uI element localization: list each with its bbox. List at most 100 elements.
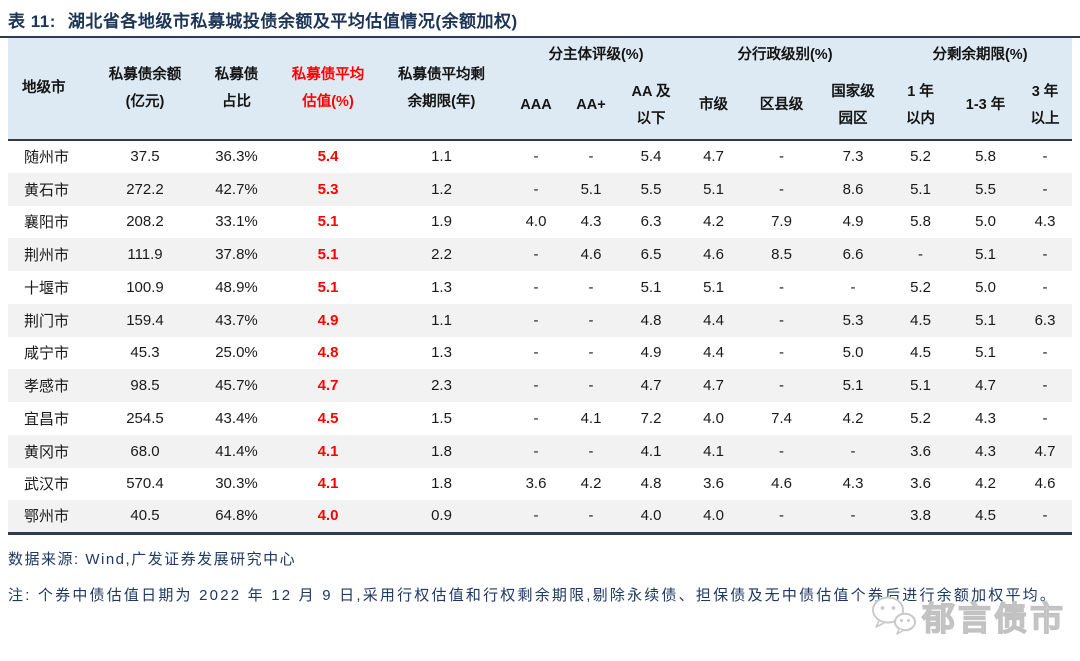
col-header-balance: 私募债余额 (亿元) [100,38,190,141]
value-cell: 45.7% [215,377,258,395]
value-cell: - [588,278,594,296]
value-cell: 4.9 [317,311,339,329]
value-cell: - [779,278,784,296]
city-cell: 武汉市 [24,476,70,494]
value-cell: 5.1 [317,213,339,231]
value-cell: 8.5 [771,246,792,264]
value-cell: - [533,278,539,296]
sub-header-1-3y: 1-3 年 [953,72,1018,141]
value-cell: 159.4 [126,311,164,329]
title-rule [0,36,1080,38]
value-cell: 4.0 [525,213,547,231]
footnote: 注: 个券中债估值日期为 2022 年 12 月 9 日,采用行权估值和行权剩余… [8,586,1058,604]
value-cell: 4.8 [640,311,662,329]
value-cell: 4.7 [1034,442,1056,460]
value-cell: 5.0 [842,344,864,362]
value-cell: - [533,442,539,460]
value-cell: 5.5 [975,180,996,198]
value-cell: 5.1 [975,311,996,329]
value-cell: 7.9 [771,213,792,231]
value-cell: 8.6 [842,180,864,198]
header-line: AA+ [576,97,606,114]
value-cell: - [850,507,856,525]
value-cell: 4.3 [580,213,602,231]
value-cell: 111.9 [127,246,163,264]
value-cell: 4.2 [975,475,996,493]
value-cell: 4.7 [975,377,996,395]
value-cell: - [588,344,594,362]
value-cell: - [779,344,784,362]
header-line: 以上 [1030,110,1060,127]
value-cell: 1.3 [431,344,452,362]
value-cell: 5.1 [975,344,996,362]
value-cell: 4.0 [703,507,724,525]
table-row: 宜昌市 254.5 43.4% 4.5 1.5 - 4.1 7.2 4.0 7.4 4.2 5.2 4.… [8,402,1072,435]
table-row: 十堰市 100.9 48.9% 5.1 1.3 - - 5.1 5.1 - - 5.2 5.0 - [8,271,1072,304]
value-cell: - [533,377,539,395]
col-header-valuation: 私募债平均 估值(%) [283,38,373,141]
table-title-text: 湖北省各地级市私募城投债余额及平均估值情况(余额加权) [67,12,518,31]
table-row: 襄阳市 208.2 33.1% 5.1 1.9 4.0 4.3 6.3 4.2 7.9 4.9 5.8… [8,206,1072,239]
header-line: AAA [520,97,552,114]
value-cell: - [779,442,784,460]
value-cell: 36.3% [215,148,258,166]
city-cell: 襄阳市 [24,214,70,232]
value-cell: 37.8% [215,246,258,264]
sub-header-aa-below: AA 及 以下 [620,72,682,141]
header-line: 私募债余额 [108,66,182,83]
value-cell: 5.1 [910,180,931,198]
value-cell: 4.6 [703,246,724,264]
value-cell: 4.5 [910,344,931,362]
value-cell: 5.8 [910,213,931,231]
value-cell: 4.5 [975,507,996,525]
value-cell: 4.1 [317,442,339,460]
group-header-admin-level: 分行政级别(%) [737,46,833,63]
value-cell: - [588,507,594,525]
value-cell: 64.8% [215,507,258,525]
header-line: 1-3 年 [965,97,1006,114]
table-row: 鄂州市 40.5 64.8% 4.0 0.9 - - 4.0 4.0 - - 3.8 4.5 - [8,500,1072,533]
group-header-rating: 分主体评级(%) [548,46,644,63]
city-cell: 黄石市 [24,181,70,199]
city-cell: 孝感市 [24,378,70,396]
col-header-city: 地级市 [8,38,100,141]
value-cell: 570.4 [126,475,164,493]
value-cell: - [588,377,594,395]
header-line: (亿元) [125,93,165,110]
value-cell: 5.1 [842,377,864,395]
sub-header-city-level: 市级 [682,72,745,141]
value-cell: 2.3 [431,377,452,395]
value-cell: 43.4% [215,409,258,427]
value-cell: - [1042,148,1048,166]
value-cell: 6.3 [640,213,662,231]
value-cell: 1.3 [431,278,452,296]
value-cell: 4.2 [703,213,724,231]
value-cell: 4.4 [703,311,724,329]
group-header-remaining-term: 分剩余期限(%) [932,46,1028,63]
city-cell: 荆门市 [24,312,70,330]
value-cell: - [779,148,784,166]
city-cell: 咸宁市 [24,345,70,363]
value-cell: 5.1 [975,246,996,264]
value-cell: 4.2 [842,409,864,427]
value-cell: 5.1 [317,278,339,296]
value-cell: 4.1 [580,409,602,427]
data-table: 地级市 私募债余额 (亿元) 私募债 占比 私募债平均 估值(%) 私募债平均剩… [8,38,1072,535]
value-cell: - [918,246,923,264]
value-cell: 48.9% [215,278,258,296]
value-cell: 5.1 [580,180,602,198]
value-cell: 98.5 [130,377,160,395]
table-row: 黄石市 272.2 42.7% 5.3 1.2 - 5.1 5.5 5.1 - 8.6 5.1 5.5 - [8,172,1072,206]
value-cell: 3.8 [910,507,931,525]
header-line: 余期限(年) [407,93,476,110]
value-cell: 7.4 [771,409,792,427]
header-line: 私募债 [214,66,259,83]
value-cell: - [779,180,784,198]
value-cell: 272.2 [126,180,164,198]
value-cell: 100.9 [126,278,164,296]
table-row: 荆门市 159.4 43.7% 4.9 1.1 - - 4.8 4.4 - 5.3 4.5 5.1 6.3 [8,303,1072,337]
value-cell: 68.0 [130,442,160,460]
value-cell: 4.8 [640,475,662,493]
value-cell: - [1042,507,1048,525]
value-cell: 5.1 [640,278,662,296]
